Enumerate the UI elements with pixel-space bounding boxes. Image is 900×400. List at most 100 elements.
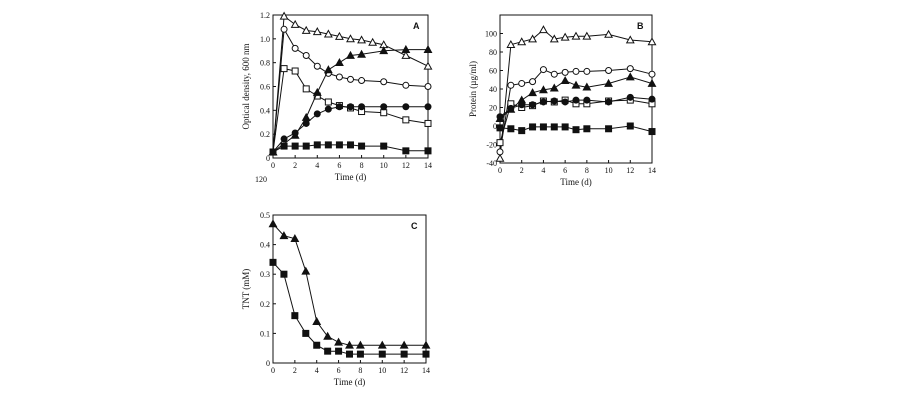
data-point-open-triangle (279, 11, 289, 20)
x-tick-label: 12 (402, 161, 410, 170)
data-point-filled-circle (347, 103, 354, 111)
data-point-filled-triangle (301, 266, 311, 275)
data-point-filled-square (356, 350, 364, 358)
data-point-open-circle (496, 148, 504, 156)
x-tick-label: 12 (400, 366, 408, 375)
data-point-filled-square (518, 127, 526, 135)
data-point-filled-triangle (421, 340, 431, 349)
data-point-filled-circle (529, 101, 537, 109)
series-filled-square (496, 122, 656, 136)
data-point-open-triangle (357, 35, 367, 44)
data-point-filled-square (539, 123, 547, 131)
data-point-filled-circle (561, 98, 569, 106)
data-point-filled-square (302, 329, 310, 337)
data-point-filled-circle (302, 119, 310, 127)
data-point-open-circle (291, 44, 299, 52)
data-point-filled-square (324, 141, 332, 149)
data-point-filled-circle (626, 93, 634, 101)
panel-a: 0 2 4 6 8 10 12 14 0 0.2 0.4 0.6 0.8 1.0 1.2 Time (d) Op… (241, 11, 433, 184)
y-tick-label: 0.1 (260, 329, 270, 338)
series-open-triangle (268, 11, 433, 156)
data-point-open-triangle (301, 25, 311, 34)
x-axis-label: Time (d) (334, 377, 365, 387)
panel-c-frame (272, 214, 427, 364)
data-point-filled-triangle (549, 83, 559, 92)
data-point-filled-triangle (571, 80, 581, 89)
x-tick-label: 8 (585, 166, 589, 175)
y-tick-label: 0 (266, 359, 270, 368)
y-axis-label: TNT (mM) (241, 269, 251, 310)
data-point-filled-circle (424, 103, 432, 111)
data-point-filled-circle (583, 96, 591, 104)
series-line (272, 27, 429, 153)
data-point-open-circle (648, 70, 656, 78)
data-point-filled-square (335, 141, 343, 149)
x-tick-label: 4 (315, 161, 319, 170)
data-point-filled-square (280, 142, 288, 150)
x-tick-label: 0 (271, 366, 275, 375)
data-point-filled-square (422, 350, 430, 358)
x-tick-label: 14 (422, 366, 430, 375)
data-point-filled-square (346, 350, 353, 358)
data-point-filled-circle (507, 104, 515, 112)
data-point-filled-square (291, 312, 299, 320)
y-tick-label: 0 (266, 154, 270, 163)
data-point-open-circle (539, 66, 547, 74)
data-point-open-triangle (323, 29, 333, 38)
data-point-filled-triangle (355, 340, 365, 349)
data-point-open-triangle (560, 32, 570, 41)
data-point-filled-square (496, 124, 504, 132)
y-tick-label: 0.2 (260, 130, 270, 139)
x-tick-label: 8 (358, 366, 362, 375)
data-point-filled-triangle (279, 231, 289, 240)
series-filled-circle (496, 93, 656, 121)
data-point-open-triangle (506, 39, 516, 48)
data-point-filled-triangle (528, 88, 538, 97)
data-point-filled-square (313, 341, 321, 349)
data-point-filled-triangle (323, 331, 333, 340)
data-point-open-circle (280, 25, 288, 33)
data-point-filled-square (400, 350, 408, 358)
data-point-filled-square (561, 123, 569, 131)
data-point-open-circle (550, 70, 558, 78)
data-point-filled-circle (324, 105, 332, 113)
data-point-open-circle (507, 81, 515, 89)
data-point-open-triangle (517, 37, 527, 46)
data-point-filled-triangle (625, 72, 635, 81)
data-point-open-circle (402, 81, 410, 89)
panel-label: B (637, 21, 644, 31)
data-point-filled-triangle (377, 340, 387, 349)
x-tick-label: 6 (563, 166, 567, 175)
data-point-filled-triangle (560, 76, 570, 85)
x-tick-label: 2 (293, 366, 297, 375)
data-point-filled-circle (539, 98, 547, 106)
y-tick-label: -40 (486, 159, 497, 168)
data-point-filled-square (507, 125, 515, 133)
data-point-filled-square (291, 142, 299, 150)
data-point-open-square (424, 119, 432, 127)
x-tick-label: 0 (498, 166, 502, 175)
data-point-open-triangle (495, 153, 505, 162)
data-point-open-circle (347, 75, 354, 83)
data-point-open-circle (529, 78, 537, 86)
panel-label: C (411, 221, 418, 231)
data-point-filled-triangle (604, 78, 614, 87)
data-point-filled-circle (550, 97, 558, 105)
x-tick-label: 6 (337, 366, 341, 375)
x-tick-label: 10 (378, 366, 386, 375)
x-tick-label: 14 (424, 161, 432, 170)
data-point-open-triangle (401, 50, 411, 59)
y-tick-label: 40 (489, 85, 497, 94)
series-filled-square (269, 258, 430, 358)
series-open-triangle (495, 25, 657, 162)
x-axis-label: Time (d) (560, 177, 591, 187)
data-point-open-triangle (604, 29, 614, 38)
data-point-open-triangle (346, 34, 355, 43)
data-point-open-triangle (625, 35, 635, 44)
data-point-filled-circle (280, 135, 288, 143)
data-point-filled-triangle (345, 340, 354, 349)
data-point-open-circle (335, 73, 343, 81)
data-point-filled-square (648, 128, 656, 136)
data-point-filled-circle (335, 103, 343, 111)
